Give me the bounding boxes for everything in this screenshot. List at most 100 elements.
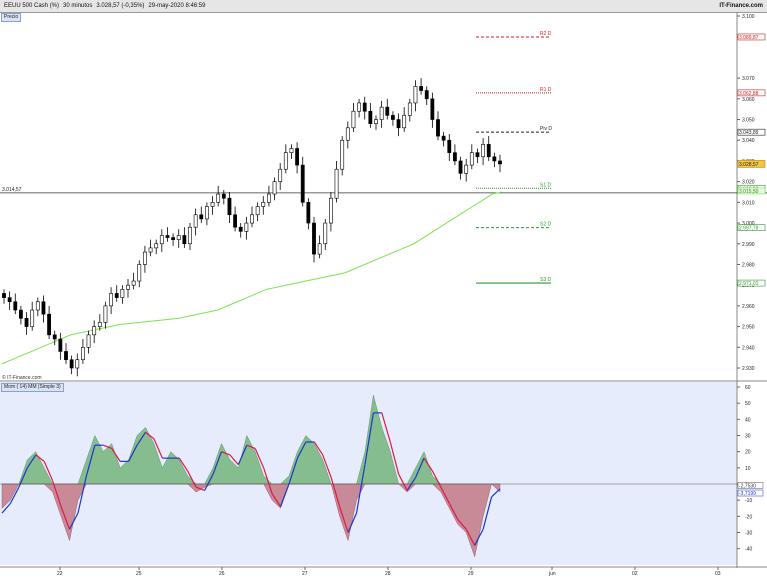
candle-body [357, 102, 361, 112]
signal-line-segment [398, 474, 408, 491]
candle-body [52, 334, 57, 340]
osc-tick-label: 50 [745, 401, 751, 407]
candle-body [464, 164, 469, 174]
candle-body [227, 197, 232, 216]
candle-body [362, 102, 367, 112]
signal-line-segment [195, 486, 205, 492]
candle [109, 287, 113, 315]
oscillator-panel-tag[interactable]: Mom ( 14) MM (Simple 3) [1, 383, 64, 392]
signal-line-segment [482, 496, 493, 530]
osc-tick-label: 10 [745, 466, 751, 472]
candle-body [182, 235, 187, 245]
candle-body [103, 305, 108, 323]
candle [481, 138, 485, 166]
candle [238, 223, 243, 238]
candle-body [267, 193, 271, 203]
candle-body [289, 148, 294, 153]
signal-line-segment [330, 477, 341, 507]
candle [58, 332, 63, 360]
candle [176, 229, 181, 248]
candle [143, 245, 147, 273]
candle-body [283, 152, 288, 170]
pivot-value-box [737, 89, 766, 97]
candle [362, 96, 367, 120]
candle [278, 163, 283, 190]
price-tick-label: 3.050 [742, 118, 755, 124]
candle [137, 260, 142, 288]
candle-body [131, 280, 136, 286]
candle-body [424, 90, 429, 100]
candle [396, 113, 401, 137]
signal-line-segment [423, 457, 433, 472]
candle-body [317, 243, 322, 255]
candle-body [419, 86, 423, 91]
candle [24, 312, 29, 335]
candle [469, 144, 474, 170]
signal-line-segment [457, 519, 467, 530]
signal-line-segment [187, 470, 197, 488]
pivot-value-box [737, 224, 766, 231]
candle-body [329, 197, 333, 224]
price-tick-label: 3.000 [742, 221, 755, 227]
candle-body [205, 206, 209, 220]
osc-tick-label: -40 [745, 547, 752, 553]
candle-body [233, 214, 237, 228]
signal-line-segment [355, 464, 366, 514]
signal-line-segment [474, 528, 484, 546]
signal-line-segment [448, 503, 459, 520]
signal-line-segment [322, 454, 332, 478]
signal-line-segment [296, 441, 307, 459]
candle [261, 196, 266, 215]
chart-header: EEUU 500 Cash (%) 30 minutos 3.028,57 (-… [0, 0, 767, 13]
candle [75, 353, 80, 377]
candle [306, 198, 311, 230]
price-tick-label: 3.020 [742, 180, 755, 186]
candle-body [498, 160, 502, 165]
candle [165, 227, 170, 242]
candle-body [413, 86, 418, 104]
candle [148, 239, 153, 257]
price-tick-label: 2.960 [742, 304, 755, 310]
candle-body [69, 359, 74, 369]
price-tick-label: 3.070 [742, 76, 755, 82]
candle-body [430, 98, 435, 120]
timeframe-label[interactable]: 30 minutos [63, 3, 93, 9]
osc-value-box [737, 489, 764, 497]
candle [267, 185, 271, 207]
osc-tick-label: -30 [745, 531, 752, 537]
price-tick-label: 3.060 [742, 97, 755, 103]
candle [391, 111, 395, 126]
candle [368, 102, 373, 128]
candle-body [126, 284, 130, 290]
signal-line-segment [406, 477, 417, 491]
candle [171, 233, 175, 246]
signal-line-segment [85, 445, 96, 477]
signal-line-segment [18, 467, 28, 488]
candle-body [475, 152, 480, 158]
signal-line-segment [431, 470, 442, 488]
candle [272, 177, 277, 201]
signal-line-segment [128, 444, 138, 462]
candle-body [453, 152, 457, 162]
osc-value-label: -3,7199 [739, 491, 756, 497]
candle [402, 107, 407, 132]
candle [47, 305, 51, 340]
time-tick-label: jun [548, 571, 556, 577]
candle [334, 160, 339, 203]
signal-line-segment [254, 448, 265, 469]
signal-line-segment [465, 528, 476, 546]
candle [227, 192, 232, 224]
candle [69, 355, 74, 375]
candle-body [272, 181, 277, 195]
candle [7, 291, 12, 311]
signal-line-segment [440, 486, 450, 504]
candle-body [81, 346, 85, 361]
candle-body [75, 359, 80, 369]
signal-line-segment [288, 457, 298, 485]
candle-body [379, 106, 384, 120]
candle-body [30, 309, 35, 327]
candle [413, 80, 418, 112]
price-panel-tag[interactable]: Precio [1, 13, 22, 22]
signal-line-segment [111, 448, 121, 462]
